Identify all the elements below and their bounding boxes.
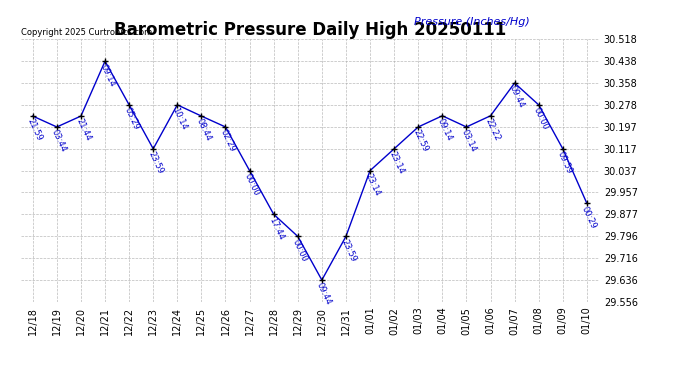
Text: 09:59: 09:59	[556, 150, 574, 176]
Text: 21:59: 21:59	[26, 117, 44, 143]
Text: 03:14: 03:14	[460, 128, 478, 154]
Text: 00:00: 00:00	[532, 106, 550, 132]
Text: 03:44: 03:44	[50, 128, 68, 154]
Text: 09:14: 09:14	[435, 117, 454, 142]
Text: 00:00: 00:00	[243, 172, 261, 197]
Text: 00:29: 00:29	[580, 205, 598, 230]
Text: 23:59: 23:59	[339, 238, 357, 263]
Text: 05:29: 05:29	[122, 106, 141, 132]
Text: 08:44: 08:44	[195, 117, 213, 143]
Text: 21:44: 21:44	[74, 117, 92, 143]
Text: 10:14: 10:14	[170, 106, 189, 132]
Text: Pressure (Inches/Hg): Pressure (Inches/Hg)	[414, 17, 530, 27]
Text: 23:14: 23:14	[387, 150, 406, 176]
Text: 09:44: 09:44	[508, 84, 526, 110]
Text: 23:14: 23:14	[363, 172, 382, 198]
Text: 00:00: 00:00	[291, 238, 309, 263]
Text: 17:44: 17:44	[267, 216, 285, 241]
Text: 22:22: 22:22	[484, 117, 502, 142]
Text: 22:59: 22:59	[411, 128, 430, 154]
Text: 09:44: 09:44	[315, 281, 333, 307]
Text: 23:59: 23:59	[146, 150, 165, 176]
Text: 09:14: 09:14	[98, 63, 117, 88]
Text: Copyright 2025 Curtronics.com: Copyright 2025 Curtronics.com	[21, 28, 152, 37]
Title: Barometric Pressure Daily High 20250111: Barometric Pressure Daily High 20250111	[114, 21, 506, 39]
Text: 02:29: 02:29	[219, 128, 237, 154]
